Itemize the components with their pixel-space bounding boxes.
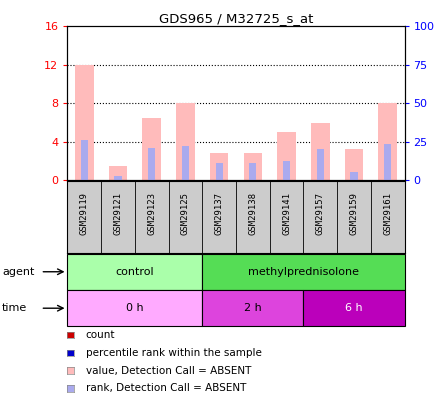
Text: GSM29119: GSM29119 — [79, 192, 89, 235]
Bar — [209, 153, 228, 180]
Text: GSM29138: GSM29138 — [248, 192, 257, 235]
Text: GSM29121: GSM29121 — [113, 192, 122, 235]
Text: GSM29157: GSM29157 — [315, 192, 324, 235]
Bar — [176, 103, 194, 180]
Text: GSM29161: GSM29161 — [382, 192, 391, 235]
Text: percentile rank within the sample: percentile rank within the sample — [85, 348, 261, 358]
Bar — [316, 149, 323, 180]
Bar — [383, 144, 390, 180]
Bar — [344, 149, 362, 180]
Bar — [181, 145, 188, 180]
Bar — [215, 163, 222, 180]
Bar — [75, 65, 93, 180]
Text: value, Detection Call = ABSENT: value, Detection Call = ABSENT — [85, 366, 250, 375]
Bar — [142, 118, 161, 180]
Bar — [148, 147, 155, 180]
Bar — [67, 290, 202, 326]
Text: control: control — [115, 267, 154, 277]
Text: GSM29159: GSM29159 — [349, 192, 358, 235]
Bar — [350, 172, 357, 180]
Text: rank, Detection Call = ABSENT: rank, Detection Call = ABSENT — [85, 384, 246, 393]
Text: GSM29141: GSM29141 — [281, 192, 290, 235]
Text: GSM29137: GSM29137 — [214, 192, 223, 235]
Bar — [67, 254, 202, 290]
Bar — [202, 290, 303, 326]
Bar — [202, 254, 404, 290]
Bar — [249, 163, 256, 180]
Text: methylprednisolone: methylprednisolone — [247, 267, 358, 277]
Bar — [310, 122, 329, 180]
Bar — [276, 132, 295, 180]
Bar — [114, 177, 121, 180]
Title: GDS965 / M32725_s_at: GDS965 / M32725_s_at — [158, 12, 312, 25]
Bar — [283, 161, 289, 180]
Bar — [108, 166, 127, 180]
Text: time: time — [2, 303, 27, 313]
Bar — [378, 103, 396, 180]
Text: 0 h: 0 h — [126, 303, 143, 313]
Text: 2 h: 2 h — [243, 303, 261, 313]
Text: 6 h: 6 h — [344, 303, 362, 313]
Bar — [243, 153, 262, 180]
Bar — [81, 140, 88, 180]
Text: count: count — [85, 330, 115, 340]
Text: GSM29123: GSM29123 — [147, 192, 156, 235]
Text: agent: agent — [2, 267, 34, 277]
Bar — [303, 290, 404, 326]
Text: GSM29125: GSM29125 — [181, 192, 190, 235]
